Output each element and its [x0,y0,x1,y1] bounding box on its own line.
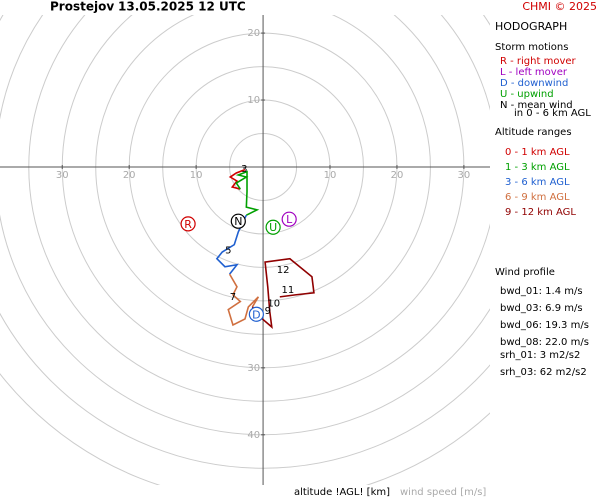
x-tick-label: 20 [123,170,136,181]
y-tick-label: 30 [247,363,260,374]
copyright: CHMI © 2025 [522,0,597,13]
height-label: 5 [225,246,231,257]
location: Prostejov [50,0,114,14]
y-tick-label: 40 [247,430,260,441]
helicity-item: srh_01: 3 m2/s2 [500,350,580,361]
datetime: 13.05.2025 12 UTC [118,0,246,14]
x-tick-label: 30 [458,170,471,181]
storm-legend-item: R - right mover [500,56,577,67]
hodograph-line [228,168,246,190]
storm-legend-item: D - downwind [500,78,568,89]
storm-marker-label: U [269,221,277,234]
mean-wind-note: in 0 - 6 km AGL [514,108,591,119]
x-tick-label: 10 [324,170,337,181]
altitude-title: Altitude ranges [495,127,572,138]
wind-profile-item: bwd_03: 6.9 m/s [500,303,583,314]
x-tick-label: 20 [391,170,404,181]
helicity-item: srh_03: 62 m2/s2 [500,367,587,378]
storm-legend-item: U - upwind [500,89,554,100]
storm-marker [230,213,246,229]
x-axis-label: altitude !AGL! [km] [294,487,390,498]
storm-title: Storm motions [495,42,568,53]
wind-profile-item: bwd_01: 1.4 m/s [500,286,583,297]
legend-item: 6 - 9 km AGL [505,192,570,203]
hodograph-line [227,273,260,327]
legend-item: 0 - 1 km AGL [505,147,570,158]
wind-profile-title: Wind profile [495,267,555,278]
wind-profile-item: bwd_08: 22.0 m/s [500,337,589,348]
storm-marker-label: R [184,218,192,231]
ring [0,15,490,436]
panel-title: HODOGRAPH [495,20,567,33]
height-label: 11 [281,285,294,296]
x-tick-label: 10 [190,170,203,181]
wind-profile-item: bwd_06: 19.3 m/s [500,320,589,331]
height-label: 7 [230,292,236,303]
hodograph-line [251,257,315,329]
legend-item: 3 - 6 km AGL [505,177,570,188]
legend-item: 9 - 12 km AGL [505,207,576,218]
hodograph-line [235,170,260,216]
storm-marker [180,216,196,232]
storm-marker [281,211,297,227]
storm-marker [248,306,264,322]
storm-legend-item: N - mean wind [500,100,573,111]
x-tick-label: 30 [56,170,69,181]
height-label: 10 [267,299,280,310]
ring [0,15,490,469]
hodograph-line [215,214,248,275]
storm-legend-item: L - left mover [500,67,568,78]
legend-item: 1 - 3 km AGL [505,162,570,173]
storm-marker-label: L [286,213,293,226]
y-axis-label: wind speed [m/s] [400,487,486,498]
storm-marker-label: D [252,308,260,321]
y-tick-label: 10 [247,95,260,106]
y-tick-label: 20 [247,28,260,39]
height-label: 12 [277,265,290,276]
height-label: 9 [265,306,271,317]
storm-marker [265,219,281,235]
height-label: 3 [241,164,247,175]
storm-marker-label: N [234,215,242,228]
